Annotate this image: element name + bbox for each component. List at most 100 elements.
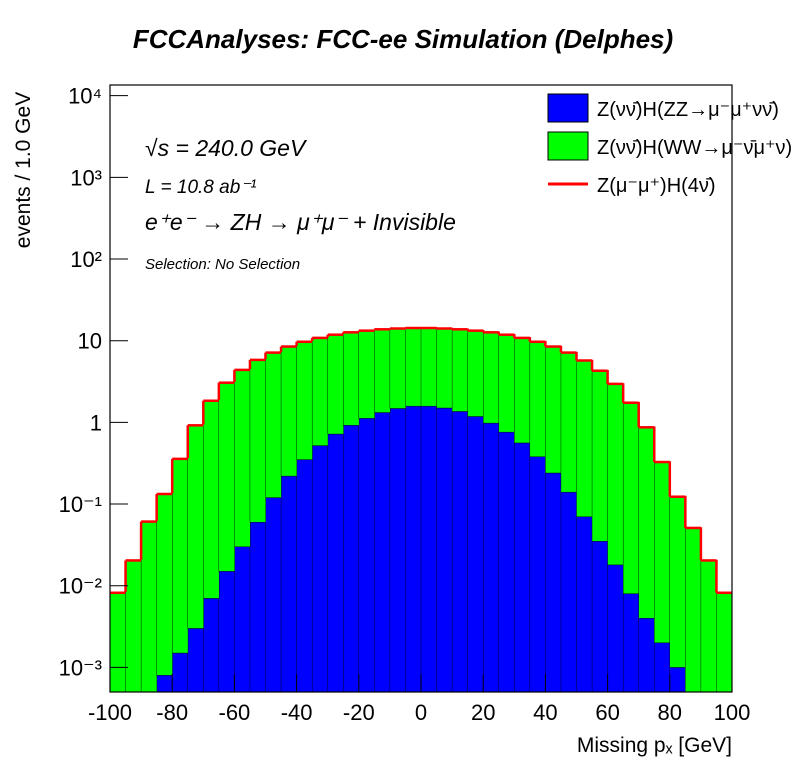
histogram-bar (451, 411, 469, 692)
histogram-bar (622, 593, 640, 692)
histogram-bar (529, 342, 546, 457)
x-tick-label: 60 (595, 700, 619, 725)
histogram-bar (591, 541, 609, 692)
y-axis-label: events / 1.0 GeV (12, 92, 35, 248)
histogram-bar (498, 335, 515, 433)
histogram-bar (171, 459, 189, 654)
histogram-bar (125, 560, 142, 692)
y-tick-label: 10 (78, 329, 102, 354)
histogram-bar (327, 433, 344, 692)
y-tick-label: 1 (90, 410, 102, 435)
histogram-bar (265, 353, 282, 498)
x-tick-label: -20 (343, 700, 375, 725)
histogram-bar (669, 497, 686, 668)
y-tick-label: 10⁻³ (59, 655, 102, 680)
histogram-bar (156, 494, 173, 676)
chart-title: FCCAnalyses: FCC-ee Simulation (Delphes) (133, 24, 673, 54)
histogram-bar (280, 475, 298, 692)
histogram-bar (420, 328, 438, 407)
histogram-bar (218, 571, 235, 692)
y-tick-label: 10³ (70, 165, 102, 190)
x-tick-label: 40 (533, 700, 557, 725)
legend-label: Z(νν̄)H(WW→μ⁻ν̄μ⁺ν) (597, 137, 792, 159)
x-tick-label: 100 (714, 700, 751, 725)
histogram-bar (187, 628, 204, 692)
histogram-bar (669, 667, 686, 692)
legend-label: Z(νν̄)H(ZZ→μ⁻μ⁺νν̄) (597, 99, 779, 121)
histogram-bar (265, 497, 282, 692)
histogram-bar (483, 332, 500, 424)
histogram-bar (436, 407, 453, 692)
histogram-bar (311, 445, 329, 692)
histogram-bar (654, 642, 671, 692)
x-axis-label: Missing pₓ [GeV] (577, 734, 732, 757)
histogram-bar (560, 491, 578, 692)
histogram-bar (514, 338, 531, 444)
histogram-bar (654, 462, 671, 644)
x-tick-label: -40 (281, 700, 313, 725)
y-tick-label: 10⁻² (59, 574, 102, 599)
annotation: e⁺e⁻ → ZH → μ⁺μ⁻ + Invisible (145, 209, 456, 235)
histogram-bar (296, 342, 313, 460)
histogram-bar (483, 422, 500, 692)
histogram-bar (156, 675, 173, 692)
histogram-bar (545, 347, 562, 474)
x-tick-label: -60 (219, 700, 251, 725)
histogram-bar (389, 329, 406, 409)
histogram-bar (280, 347, 298, 477)
histogram-bar (249, 521, 266, 692)
legend-swatch (547, 131, 589, 161)
histogram-bar (622, 403, 640, 594)
y-tick-label: 10² (70, 247, 102, 272)
histogram-bar (343, 332, 360, 426)
histogram-bar (389, 408, 406, 692)
legend: Z(νν̄)H(ZZ→μ⁻μ⁺νν̄) Z(νν̄)H(WW→μ⁻ν̄μ⁺ν) Z(… (547, 93, 792, 197)
legend-swatch (547, 93, 589, 123)
histogram-bar (529, 456, 546, 692)
histogram-bar (358, 418, 375, 692)
x-tick-label: 80 (658, 700, 682, 725)
histogram-bar (203, 401, 220, 599)
histogram-bar (607, 564, 624, 692)
histogram-bar (685, 528, 702, 692)
histogram-bar (110, 593, 127, 692)
histogram-bar (187, 425, 204, 629)
histogram-bar (576, 516, 593, 692)
histogram-bar (358, 331, 375, 419)
histogram-bar (218, 383, 235, 572)
histogram-bar (700, 560, 717, 692)
histogram-bar (343, 425, 360, 692)
x-tick-label: 20 (471, 700, 495, 725)
annotation: √s = 240.0 GeV (145, 135, 308, 161)
x-tick-label: -80 (156, 700, 188, 725)
x-tick-label: -100 (88, 700, 132, 725)
histogram-bar (560, 353, 578, 493)
histogram-bar (296, 459, 313, 692)
histogram-bar (498, 431, 515, 692)
histogram-bar (374, 412, 391, 692)
plot-area (110, 326, 732, 692)
histogram-bar (374, 329, 391, 413)
y-tick-label: 10⁴ (68, 84, 102, 109)
histogram-bar (234, 546, 251, 692)
histogram-bar (420, 405, 438, 692)
histogram-bar (716, 593, 732, 692)
histogram-bar (467, 331, 484, 417)
x-tick-label: 0 (415, 700, 427, 725)
histogram-bar (203, 598, 220, 692)
histogram-bar (249, 360, 266, 523)
histogram-bar (638, 618, 655, 692)
histogram-bar (234, 370, 251, 547)
y-tick-label: 10⁻¹ (59, 492, 102, 517)
histogram-bar (467, 416, 484, 692)
annotation: L = 10.8 ab⁻¹ (145, 177, 257, 198)
histogram-bar (436, 329, 453, 409)
histogram-bar (638, 427, 655, 619)
histogram-bar (607, 384, 624, 566)
histogram-bar (405, 405, 422, 692)
histogram-bar (171, 652, 189, 692)
histogram-bar (311, 338, 329, 446)
histogram-bar (576, 361, 593, 517)
histogram-bar (140, 521, 158, 692)
